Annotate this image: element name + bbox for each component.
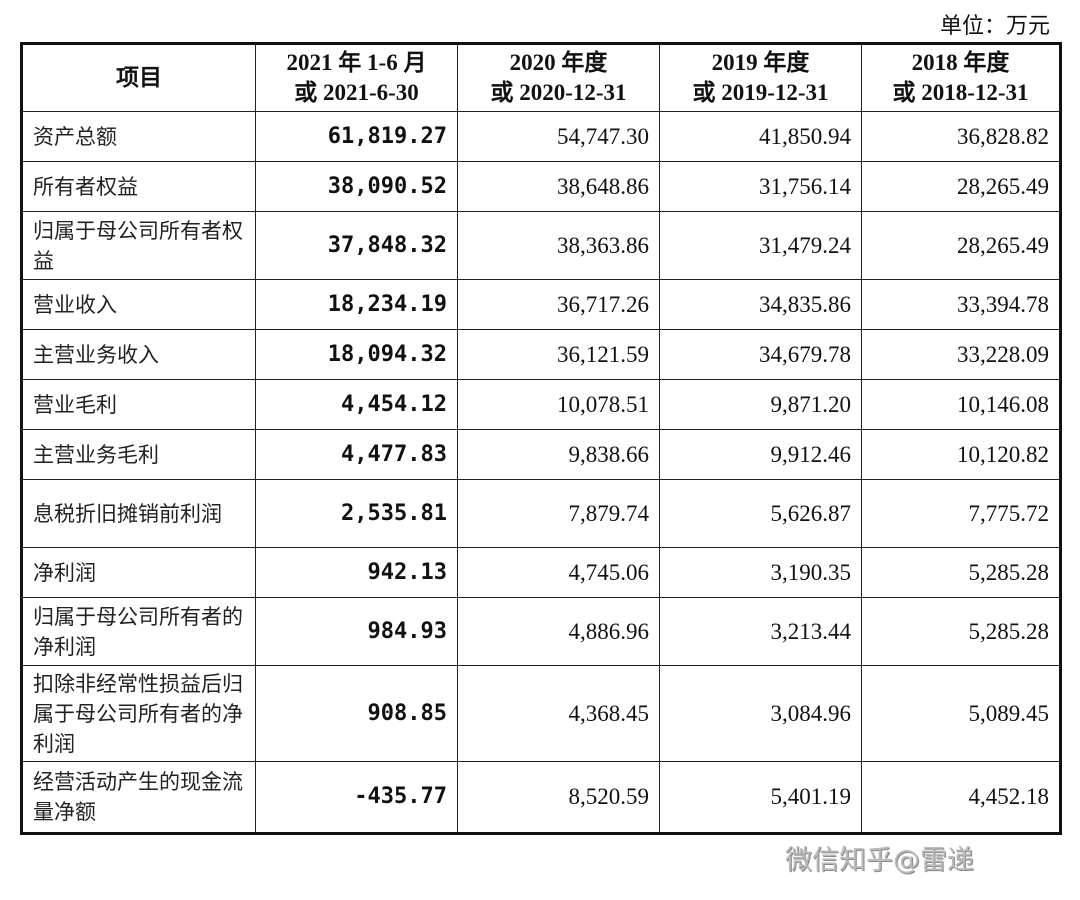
table-row: 所有者权益 38,090.52 38,648.86 31,756.14 28,265.4… [21,161,1061,212]
cell-value: 28,265.49 [861,161,1061,212]
cell-value: 36,828.82 [861,111,1061,162]
financial-summary-table: 项目 2021 年 1-6 月 或 2021-6-30 2020 年度 或 20… [20,42,1062,835]
cell-value: 36,121.59 [457,329,660,380]
row-label: 净利润 [21,547,256,598]
cell-value: 4,745.06 [457,547,660,598]
cell-value: 31,479.24 [659,211,862,280]
cell-value: 2,535.81 [255,479,458,548]
cell-value: 33,228.09 [861,329,1061,380]
row-label: 归属于母公司所有者的净利润 [21,597,256,666]
cell-value: 36,717.26 [457,279,660,330]
cell-value: 3,190.35 [659,547,862,598]
cell-value: 34,679.78 [659,329,862,380]
row-label: 扣除非经常性损益后归属于母公司所有者的净利润 [21,665,256,762]
cell-value: 33,394.78 [861,279,1061,330]
cell-value: 9,871.20 [659,379,862,430]
cell-value: 3,084.96 [659,665,862,762]
cell-value: 38,648.86 [457,161,660,212]
table-row: 资产总额 61,819.27 54,747.30 41,850.94 36,828.82 [21,111,1061,162]
row-label: 营业收入 [21,279,256,330]
cell-value: 10,078.51 [457,379,660,430]
cell-value: 10,120.82 [861,429,1061,480]
header-2020: 2020 年度 或 2020-12-31 [457,43,660,112]
table-row: 主营业务收入 18,094.32 36,121.59 34,679.78 33,228.… [21,329,1061,380]
header-2018: 2018 年度 或 2018-12-31 [861,43,1061,112]
table-row: 扣除非经常性损益后归属于母公司所有者的净利润 908.85 4,368.45 3,08… [21,665,1061,762]
cell-value: 9,912.46 [659,429,862,480]
cell-value: 5,401.19 [659,761,862,834]
cell-value: 7,879.74 [457,479,660,548]
cell-value: 37,848.32 [255,211,458,280]
row-label: 资产总额 [21,111,256,162]
table-row: 主营业务毛利 4,477.83 9,838.66 9,912.46 10,120.82 [21,429,1061,480]
row-label: 归属于母公司所有者权益 [21,211,256,280]
header-item: 项目 [21,43,256,112]
row-label: 主营业务毛利 [21,429,256,480]
row-label: 息税折旧摊销前利润 [21,479,256,548]
cell-value: 54,747.30 [457,111,660,162]
cell-value: 5,626.87 [659,479,862,548]
cell-value: 61,819.27 [255,111,458,162]
cell-value: 9,838.66 [457,429,660,480]
cell-value: 38,090.52 [255,161,458,212]
unit-label: 单位：万元 [939,14,1050,39]
header-2021h1: 2021 年 1-6 月 或 2021-6-30 [255,43,458,112]
header-2019: 2019 年度 或 2019-12-31 [659,43,862,112]
cell-value: 5,285.28 [861,597,1061,666]
cell-value: 4,452.18 [861,761,1061,834]
cell-value: 18,094.32 [255,329,458,380]
cell-value: 4,477.83 [255,429,458,480]
cell-value: 41,850.94 [659,111,862,162]
cell-value: 5,285.28 [861,547,1061,598]
cell-value: 31,756.14 [659,161,862,212]
cell-value: 34,835.86 [659,279,862,330]
row-label: 主营业务收入 [21,329,256,380]
table-row: 经营活动产生的现金流量净额 -435.77 8,520.59 5,401.19 4,45… [21,761,1061,834]
cell-value: 10,146.08 [861,379,1061,430]
cell-value: 5,089.45 [861,665,1061,762]
cell-value: 18,234.19 [255,279,458,330]
watermark: 微信知乎@雷递 [785,845,974,876]
table-row: 营业收入 18,234.19 36,717.26 34,835.86 33,394.78 [21,279,1061,330]
cell-value: 38,363.86 [457,211,660,280]
cell-value: 908.85 [255,665,458,762]
cell-value: 4,454.12 [255,379,458,430]
table-row: 净利润 942.13 4,745.06 3,190.35 5,285.28 [21,547,1061,598]
row-label: 营业毛利 [21,379,256,430]
table-row: 归属于母公司所有者的净利润 984.93 4,886.96 3,213.44 5,285… [21,597,1061,666]
cell-value: -435.77 [255,761,458,834]
cell-value: 28,265.49 [861,211,1061,280]
table-row: 息税折旧摊销前利润 2,535.81 7,879.74 5,626.87 7,775.7… [21,479,1061,548]
cell-value: 942.13 [255,547,458,598]
cell-value: 984.93 [255,597,458,666]
header-row: 项目 2021 年 1-6 月 或 2021-6-30 2020 年度 或 20… [21,43,1061,112]
row-label: 经营活动产生的现金流量净额 [21,761,256,834]
cell-value: 8,520.59 [457,761,660,834]
cell-value: 4,368.45 [457,665,660,762]
cell-value: 3,213.44 [659,597,862,666]
cell-value: 4,886.96 [457,597,660,666]
row-label: 所有者权益 [21,161,256,212]
table-row: 营业毛利 4,454.12 10,078.51 9,871.20 10,146.08 [21,379,1061,430]
cell-value: 7,775.72 [861,479,1061,548]
table-row: 归属于母公司所有者权益 37,848.32 38,363.86 31,479.24 28… [21,211,1061,280]
